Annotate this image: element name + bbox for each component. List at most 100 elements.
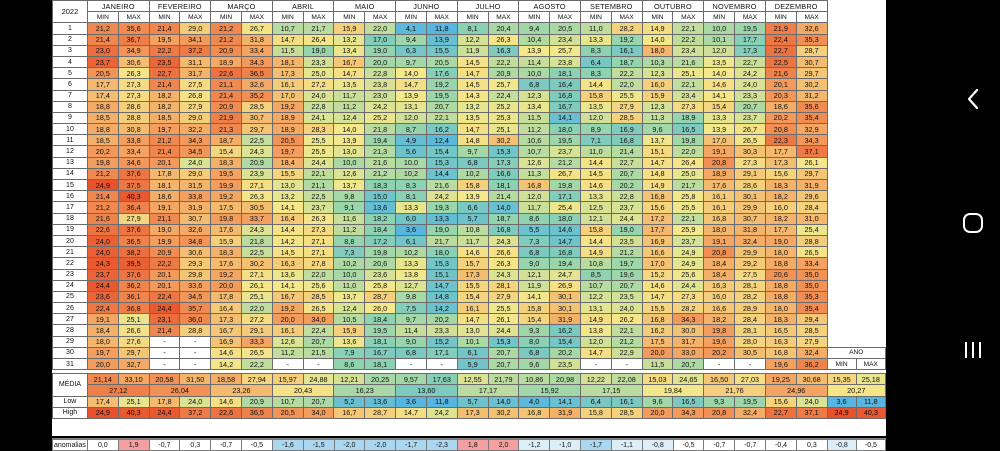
min-temp-cell: 10,2 bbox=[395, 246, 427, 259]
min-temp-cell: 17,0 bbox=[641, 257, 674, 270]
day-number: 2 bbox=[52, 33, 88, 46]
max-temp-cell: 32,2 bbox=[179, 123, 212, 136]
min-temp-cell: 14,7 bbox=[456, 67, 489, 80]
max-temp-cell: 25,1 bbox=[117, 313, 150, 326]
min-temp-cell: 18,8 bbox=[86, 123, 119, 136]
max-temp-cell: 17,7 bbox=[734, 33, 766, 46]
recents-button[interactable] bbox=[955, 332, 991, 368]
max-temp-cell: 32,9 bbox=[795, 123, 828, 136]
max-temp-cell: 26,3 bbox=[117, 67, 150, 80]
max-temp-cell: 22,0 bbox=[610, 78, 643, 91]
max-temp-cell: 19,0 bbox=[425, 223, 458, 236]
min-temp-cell: 15,8 bbox=[579, 89, 612, 102]
min-temp-cell: 18,3 bbox=[764, 313, 797, 326]
media-min-cell: 21,14 bbox=[86, 373, 119, 386]
blank-cell bbox=[827, 269, 886, 281]
min-temp-cell: - bbox=[148, 357, 181, 371]
min-temp-cell: 21,6 bbox=[764, 67, 797, 80]
max-temp-cell: 16,2 bbox=[549, 324, 581, 337]
media-max-cell: 17,63 bbox=[425, 373, 458, 386]
min-header: MIN bbox=[148, 11, 181, 24]
blank-cell bbox=[827, 101, 886, 113]
max-temp-cell: 22,4 bbox=[487, 89, 520, 102]
day-row: 3 23,0 34,9 22,2 37,2 20,9 33,4 11,5 19,0 13,4 19,… bbox=[52, 44, 886, 57]
day-number: 25 bbox=[52, 290, 88, 304]
max-temp-cell: 36,1 bbox=[117, 290, 150, 304]
max-temp-cell: 22,8 bbox=[610, 190, 643, 203]
min-temp-cell: 21,3 bbox=[210, 123, 242, 136]
min-temp-cell: 14,3 bbox=[456, 89, 489, 102]
blank-cell bbox=[827, 213, 886, 225]
max-temp-cell: 20,2 bbox=[425, 313, 458, 326]
max-temp-cell: 13,6 bbox=[364, 201, 397, 214]
blank-cell bbox=[827, 280, 886, 292]
max-temp-cell: 11,8 bbox=[425, 22, 458, 35]
min-temp-cell: 15,8 bbox=[579, 223, 612, 236]
media-max-cell: 27,03 bbox=[734, 373, 766, 386]
max-temp-cell: 16,8 bbox=[610, 134, 643, 147]
min-temp-cell: 12,0 bbox=[518, 190, 551, 203]
max-temp-cell: 16,8 bbox=[487, 223, 520, 236]
max-temp-cell: 24,2 bbox=[364, 100, 397, 113]
max-temp-cell: 28,4 bbox=[795, 201, 828, 214]
max-temp-cell: 19,2 bbox=[425, 78, 458, 91]
min-temp-cell: 11,0 bbox=[333, 279, 366, 292]
min-temp-cell: 20,8 bbox=[764, 123, 797, 136]
low-min-cell: 14,6 bbox=[210, 395, 242, 408]
blank-cell bbox=[827, 179, 886, 191]
max-temp-cell: 22,7 bbox=[610, 156, 643, 169]
min-temp-cell: 18,8 bbox=[764, 290, 797, 304]
min-temp-cell: 17,7 bbox=[86, 78, 119, 91]
min-temp-cell: 18,9 bbox=[210, 55, 242, 69]
low-max-cell: 14,0 bbox=[487, 395, 520, 408]
min-temp-cell: 15,5 bbox=[641, 302, 674, 315]
max-temp-cell: 23,3 bbox=[425, 324, 458, 337]
min-temp-cell: 21,9 bbox=[210, 111, 242, 125]
min-temp-cell: 15,4 bbox=[518, 313, 551, 326]
min-temp-cell: 20,2 bbox=[86, 145, 119, 158]
min-temp-cell: 21,2 bbox=[86, 201, 119, 214]
max-temp-cell: 18,3 bbox=[364, 178, 397, 192]
max-temp-cell: - bbox=[302, 357, 335, 371]
max-temp-cell: 23,5 bbox=[610, 290, 643, 304]
min-temp-cell: 20,9 bbox=[148, 246, 181, 259]
max-temp-cell: 23,3 bbox=[302, 55, 335, 69]
min-temp-cell: 14,7 bbox=[456, 313, 489, 326]
media-avg-cell: 27,12 bbox=[86, 384, 150, 397]
max-temp-cell: - bbox=[425, 357, 458, 371]
min-temp-cell: 16,1 bbox=[703, 201, 736, 214]
min-temp-cell: 10,2 bbox=[333, 257, 366, 270]
min-temp-cell: 14,4 bbox=[271, 223, 304, 236]
max-temp-cell: 16,7 bbox=[549, 100, 581, 113]
max-temp-cell: 37,6 bbox=[117, 167, 150, 181]
max-temp-cell: 22,7 bbox=[734, 55, 766, 69]
max-temp-cell: 15,3 bbox=[425, 156, 458, 169]
min-temp-cell: 9,4 bbox=[518, 22, 551, 35]
min-temp-cell: 14,2 bbox=[271, 234, 304, 248]
max-temp-cell: 25,6 bbox=[302, 279, 335, 292]
min-temp-cell: 13,7 bbox=[333, 290, 366, 304]
media-max-cell: 20,25 bbox=[364, 373, 397, 386]
max-temp-cell: 36,4 bbox=[117, 201, 150, 214]
min-temp-cell: 23,6 bbox=[86, 290, 119, 304]
min-temp-cell: 13,2 bbox=[333, 33, 366, 46]
back-button[interactable] bbox=[955, 81, 991, 117]
day-row: 29 18,0 27,6- -16,9 33,3 12,6 20,7 13,6 18,1 9,0 1… bbox=[52, 335, 886, 348]
home-button[interactable] bbox=[955, 205, 991, 241]
max-temp-cell: 25,6 bbox=[672, 268, 705, 281]
max-temp-cell: 28,8 bbox=[179, 324, 212, 337]
day-row: 27 19,1 25,1 23,1 36,0 17,3 27,2 20,0 34,0 10,5 18… bbox=[52, 313, 886, 326]
max-temp-cell: 24,4 bbox=[610, 212, 643, 225]
min-temp-cell: 5,9 bbox=[456, 357, 489, 371]
max-temp-cell: 26,5 bbox=[240, 346, 273, 360]
max-temp-cell: 31,8 bbox=[240, 33, 273, 46]
blank-cell bbox=[827, 67, 886, 79]
min-temp-cell: 17,7 bbox=[641, 223, 674, 236]
min-temp-cell: 22,2 bbox=[148, 44, 181, 57]
media-min-cell: 16,50 bbox=[703, 373, 736, 386]
min-temp-cell: 9,6 bbox=[518, 357, 551, 371]
max-temp-cell: 18,1 bbox=[364, 335, 397, 348]
min-temp-cell: 6,4 bbox=[579, 55, 612, 69]
low-row: Low 17,4 25,1 17,8 24,0 14,6 20,9 10,7 20,7 5,2 13… bbox=[52, 395, 887, 408]
max-temp-cell: 33,0 bbox=[672, 346, 705, 360]
